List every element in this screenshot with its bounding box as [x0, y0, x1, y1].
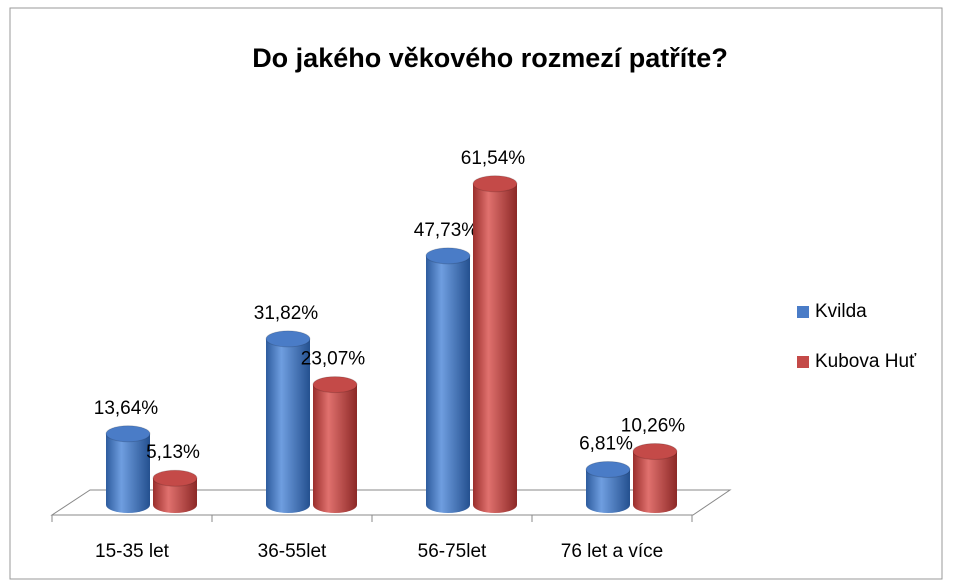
x-tick-label: 36-55let [258, 541, 327, 562]
legend-swatch [797, 306, 809, 318]
bar [152, 469, 198, 513]
data-label: 5,13% [146, 442, 200, 463]
legend-label: Kubova Huť [815, 351, 917, 372]
x-tick-label: 56-75let [418, 541, 487, 562]
bar [585, 460, 631, 513]
cylinder-top [265, 330, 311, 348]
cylinder-body [426, 255, 470, 513]
floor [50, 489, 732, 516]
cylinder-top [105, 425, 151, 443]
data-label: 6,81% [579, 433, 633, 454]
bar [425, 247, 471, 513]
bar [105, 425, 151, 513]
x-tick-label: 76 let a více [561, 541, 663, 562]
cylinder-body [586, 469, 630, 513]
data-label: 47,73% [414, 220, 479, 241]
cylinder-body [313, 384, 357, 513]
data-label: 23,07% [301, 349, 366, 370]
bar [312, 376, 358, 513]
cylinder-body [473, 183, 517, 513]
data-label: 10,26% [621, 415, 686, 436]
cylinder-top [632, 442, 678, 460]
bar [265, 330, 311, 513]
cylinder-body [153, 478, 197, 513]
cylinder-top [152, 469, 198, 487]
cylinder-body [266, 338, 310, 513]
x-tick-label: 15-35 let [95, 541, 170, 562]
bar [472, 175, 518, 513]
chart-title: Do jakého věkového rozmezí patříte? [252, 43, 728, 73]
data-label: 13,64% [94, 398, 159, 419]
cylinder-top [312, 376, 358, 394]
plot-area: 15-35 let 36-55let 56-75let 76 let a více 13… [51, 148, 917, 562]
legend-swatch [797, 356, 809, 368]
cylinder-body [106, 433, 150, 513]
data-label: 31,82% [254, 303, 319, 324]
bar [632, 442, 678, 513]
data-label: 61,54% [461, 148, 526, 169]
legend-label: Kvilda [815, 301, 867, 322]
cylinder-top [472, 175, 518, 193]
cylinder-top [425, 247, 471, 265]
cylinder-top [585, 460, 631, 478]
cylinder-body [633, 451, 677, 513]
